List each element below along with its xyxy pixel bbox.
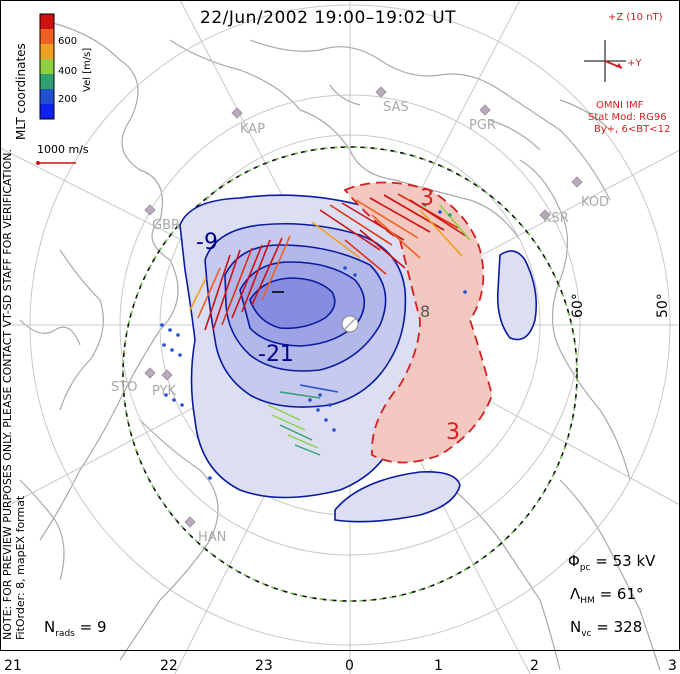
contour-label-3-north: 3 bbox=[420, 186, 434, 211]
nrads-value: = 9 bbox=[79, 618, 107, 636]
phi-symbol: Φ bbox=[568, 552, 580, 570]
velocity-vectors-night bbox=[267, 384, 339, 456]
negative-cell-small-east bbox=[496, 250, 538, 341]
mlt-label-1: 1 bbox=[434, 658, 443, 674]
contour-label-minus9: -9 bbox=[196, 230, 218, 255]
hm-boundary-green bbox=[122, 146, 578, 602]
velocity-vectors-dusk bbox=[189, 235, 291, 331]
imf-source: OMNI IMF bbox=[596, 100, 644, 111]
site-label-sto: STO bbox=[111, 380, 138, 395]
radar-sites bbox=[144, 86, 583, 528]
site-label-ksr: KSR bbox=[543, 211, 569, 226]
latitude-label-50: 50° bbox=[655, 293, 671, 318]
imf-condition: By+, 6<BT<12 bbox=[594, 124, 671, 135]
contour-label-8: 8 bbox=[420, 302, 431, 321]
fit-order-note: FitOrder: 8, mapEX format bbox=[14, 495, 27, 640]
site-label-pgr: PGR bbox=[469, 118, 496, 133]
imf-clock bbox=[584, 40, 626, 82]
mlt-label-21: 21 bbox=[4, 658, 22, 674]
site-label-kod: KOD bbox=[581, 195, 610, 210]
cross-polar-potential: Φpc = 53 kV bbox=[568, 552, 655, 573]
imf-y-label: +Y bbox=[627, 58, 642, 69]
mlt-label-22: 22 bbox=[160, 658, 178, 674]
mlt-label-23: 23 bbox=[255, 658, 273, 674]
nrads-subscript: rads bbox=[55, 629, 75, 639]
velocity-colorbar bbox=[39, 13, 55, 120]
velocity-vectors-dawn bbox=[311, 193, 471, 275]
contour-label-minus21: -21 bbox=[258, 342, 294, 367]
negative-cell bbox=[179, 194, 426, 499]
hm-latitude: ΛHM = 61° bbox=[570, 585, 644, 606]
imf-z-label: +Z (10 nT) bbox=[608, 12, 663, 23]
positive-cell bbox=[343, 181, 493, 464]
velocity-reference-label: 1000 m/s bbox=[37, 143, 89, 156]
coordinate-system-label: MLT coordinates bbox=[14, 43, 28, 140]
phi-value: = 53 kV bbox=[595, 552, 656, 570]
contour-label-3-south: 3 bbox=[446, 420, 460, 445]
latitude-label-60: 60° bbox=[570, 293, 586, 318]
site-label-han: HAN bbox=[198, 530, 227, 545]
map-title: 22/Jun/2002 19:00–19:02 UT bbox=[200, 8, 457, 28]
site-label-gbr: GBR bbox=[152, 218, 181, 233]
vector-count: Nvc = 328 bbox=[570, 618, 642, 639]
mlt-label-3: 3 bbox=[668, 658, 677, 674]
colorbar-tick-200: 200 bbox=[58, 94, 78, 105]
velocity-dots bbox=[160, 203, 467, 480]
colorbar-tick-400: 400 bbox=[58, 66, 78, 77]
coastlines bbox=[19, 19, 661, 671]
lambda-value: = 61° bbox=[599, 585, 644, 603]
negative-cell-small-south bbox=[334, 470, 461, 523]
preview-note: NOTE: FOR PREVIEW PURPOSES ONLY. PLEASE … bbox=[1, 148, 14, 640]
mlt-label-2: 2 bbox=[530, 658, 539, 674]
stat-model: Stat Mod: RG96 bbox=[588, 112, 667, 123]
colorbar-tick-600: 600 bbox=[58, 36, 78, 47]
mlt-label-0: 0 bbox=[345, 658, 354, 674]
nvc-subscript: vc bbox=[581, 629, 592, 639]
colorbar-axis-label: Vel [m/s] bbox=[82, 47, 93, 92]
site-label-pyk: PYK bbox=[152, 384, 177, 399]
nrads-symbol: N bbox=[44, 618, 56, 636]
lambda-symbol: Λ bbox=[570, 585, 581, 603]
nvc-symbol: N bbox=[570, 618, 582, 636]
nvc-value: = 328 bbox=[596, 618, 643, 636]
site-label-kap: KAP bbox=[240, 122, 266, 137]
site-label-sas: SAS bbox=[383, 100, 409, 115]
lambda-subscript: HM bbox=[580, 596, 595, 606]
phi-subscript: pc bbox=[579, 563, 591, 573]
radar-count: Nrads = 9 bbox=[44, 618, 107, 639]
